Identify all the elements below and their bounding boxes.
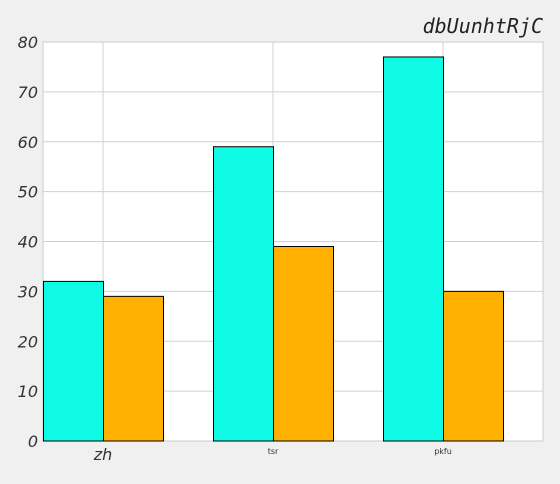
y-tick-label: 10 xyxy=(18,382,38,401)
bar-1-zh xyxy=(43,280,104,442)
y-tick-label: 60 xyxy=(18,133,38,152)
y-axis-ticks: 0 10 20 30 40 50 60 70 80 xyxy=(18,33,38,451)
y-tick-label: 0 xyxy=(28,432,38,451)
bar-2-tsr xyxy=(273,245,334,442)
bars xyxy=(43,56,504,442)
x-tick-label: zh xyxy=(93,445,113,464)
bar-2-pkfu xyxy=(443,290,504,442)
chart-title: dbUunhtRjC xyxy=(423,14,543,38)
x-tick-label: tsr xyxy=(268,447,279,456)
y-tick-label: 30 xyxy=(18,282,38,301)
x-axis-ticks: zh tsr pkfu xyxy=(93,445,452,464)
x-tick-label: pkfu xyxy=(434,447,452,456)
y-tick-label: 80 xyxy=(18,33,38,52)
y-tick-label: 20 xyxy=(18,332,38,351)
y-tick-label: 40 xyxy=(18,233,38,252)
bar-1-pkfu xyxy=(383,56,444,442)
y-tick-label: 70 xyxy=(18,83,38,102)
bar-1-tsr xyxy=(213,146,274,442)
bar-2-zh xyxy=(103,295,164,442)
y-tick-label: 50 xyxy=(18,183,38,202)
